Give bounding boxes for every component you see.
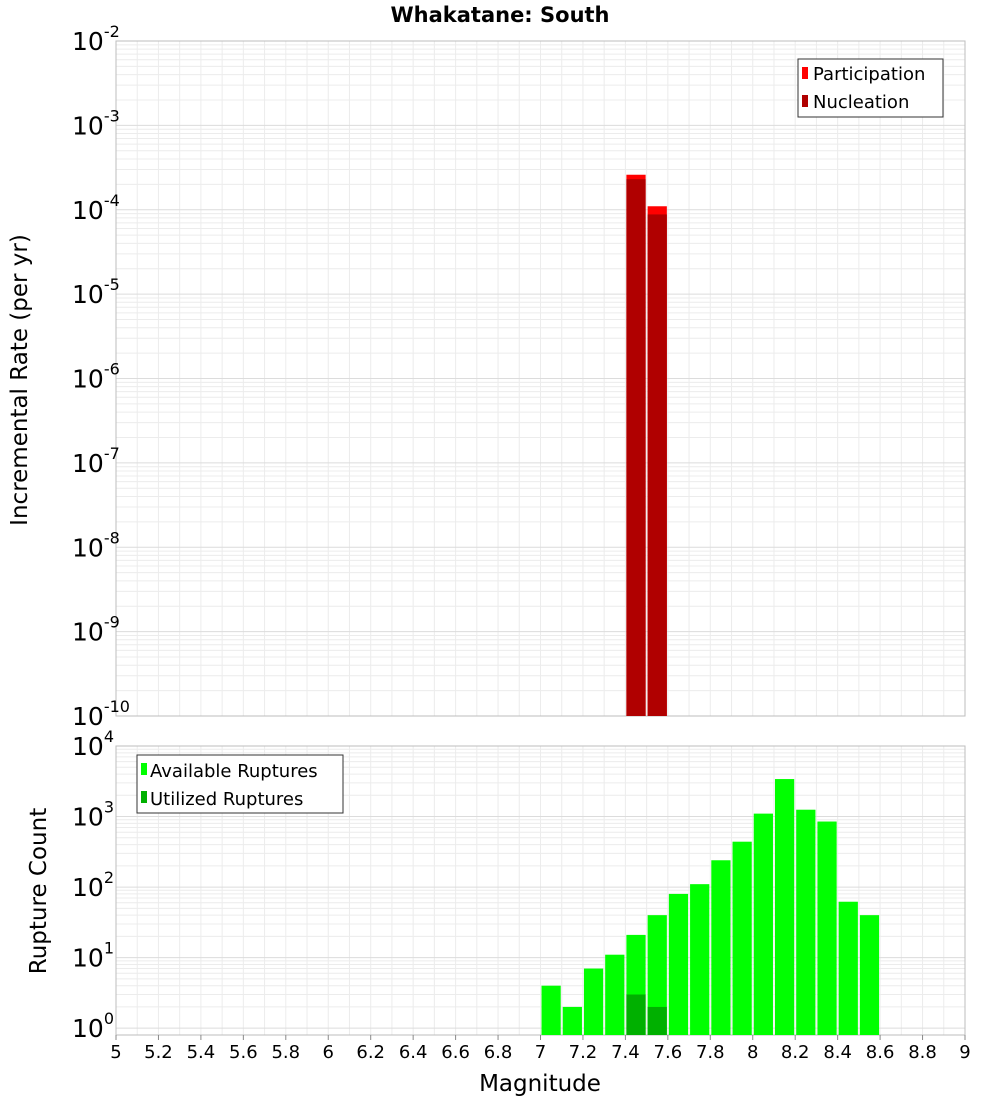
- legend-swatch-available: [141, 763, 147, 775]
- top-y-axis-label: Incremental Rate (per yr): [7, 234, 33, 526]
- x-tick-label: 5.8: [271, 1042, 300, 1063]
- bottom-y-axis-label: Rupture Count: [26, 808, 52, 974]
- x-tick-label: 6.8: [484, 1042, 513, 1063]
- bottom-legend: Available Ruptures Utilized Ruptures: [136, 754, 344, 814]
- top-plot-bars: [626, 174, 667, 717]
- x-tick-label: 6.4: [399, 1042, 428, 1063]
- y-tick-label: 104: [72, 727, 114, 761]
- x-tick-label: 5: [110, 1042, 121, 1063]
- top-y-tick-labels: 10-10 10-9 10-8 10-7 10-6 10-5 10-4 10-3 10-2: [72, 22, 130, 731]
- legend-label-participation: Participation: [813, 64, 925, 85]
- bar-available-ruptures: [859, 915, 880, 1035]
- legend-label-nucleation: Nucleation: [813, 92, 909, 113]
- bar-available-ruptures: [796, 809, 816, 1035]
- x-tick-labels: 5 5.2 5.4 5.6 5.8 6 6.2 6.4 6.6 6.8 7 7.2 7.4 7.6 7.8 8…: [110, 1035, 971, 1063]
- bar-available-ruptures: [690, 884, 710, 1035]
- x-tick-label: 8.2: [781, 1042, 810, 1063]
- x-tick-label: 7: [535, 1042, 546, 1063]
- x-tick-label: 7.2: [569, 1042, 598, 1063]
- y-tick-label: 10-10: [72, 697, 130, 731]
- x-tick-label: 8: [747, 1042, 758, 1063]
- y-tick-label: 10-6: [72, 360, 120, 394]
- bar-available-ruptures: [668, 893, 689, 1035]
- y-tick-label: 101: [72, 939, 114, 973]
- x-tick-label: 6: [323, 1042, 334, 1063]
- bar-available-ruptures: [541, 985, 561, 1035]
- legend-label-available: Available Ruptures: [150, 761, 318, 782]
- x-tick-label: 8.6: [866, 1042, 895, 1063]
- x-tick-label: 6.6: [441, 1042, 470, 1063]
- x-tick-label: 6.2: [356, 1042, 385, 1063]
- y-tick-label: 100: [72, 1009, 114, 1043]
- top-plot-frame: [115, 40, 966, 717]
- bar-available-ruptures: [583, 968, 604, 1035]
- y-tick-label: 102: [72, 868, 114, 902]
- bottom-legend-box: [136, 754, 344, 814]
- bar-available-ruptures: [711, 860, 731, 1035]
- x-tick-label: 8.8: [908, 1042, 937, 1063]
- y-tick-label: 10-4: [72, 191, 120, 225]
- y-tick-label: 10-9: [72, 613, 120, 647]
- bar-available-ruptures: [562, 1006, 582, 1035]
- x-tick-label: 5.6: [229, 1042, 258, 1063]
- bar-available-ruptures: [817, 821, 837, 1035]
- bar-nucleation: [626, 179, 646, 716]
- x-tick-label: 9: [959, 1042, 970, 1063]
- y-tick-label: 103: [72, 798, 114, 832]
- legend-swatch-nucleation: [802, 95, 808, 107]
- bar-available-ruptures: [605, 954, 625, 1035]
- bar-available-ruptures: [838, 901, 858, 1035]
- top-legend-box: [797, 58, 944, 118]
- x-tick-label: 7.8: [696, 1042, 725, 1063]
- bar-available-ruptures: [732, 841, 752, 1035]
- y-tick-label: 10-8: [72, 528, 120, 562]
- bar-available-ruptures: [647, 915, 667, 1035]
- x-tick-label: 7.6: [654, 1042, 683, 1063]
- bar-available-ruptures: [774, 779, 795, 1035]
- chart-title: Whakatane: South: [390, 3, 609, 27]
- x-tick-label: 8.4: [823, 1042, 852, 1063]
- y-tick-label: 10-3: [72, 106, 120, 140]
- bar-available-ruptures: [753, 813, 773, 1035]
- bar-utilized-ruptures: [626, 994, 646, 1035]
- y-tick-label: 10-5: [72, 275, 120, 309]
- bar-nucleation: [647, 214, 667, 717]
- top-plot-grid: [115, 41, 966, 717]
- y-tick-label: 10-2: [72, 22, 120, 56]
- top-legend: Participation Nucleation: [797, 58, 944, 118]
- bottom-plot-bars: [541, 779, 880, 1035]
- x-axis-label: Magnitude: [479, 1071, 601, 1097]
- x-tick-label: 5.2: [144, 1042, 173, 1063]
- bar-utilized-ruptures: [647, 1006, 667, 1035]
- bottom-y-tick-labels: 100 101 102 103 104: [72, 727, 114, 1043]
- x-tick-label: 7.4: [611, 1042, 640, 1063]
- legend-label-utilized: Utilized Ruptures: [150, 789, 303, 810]
- legend-swatch-participation: [802, 67, 808, 79]
- y-tick-label: 10-7: [72, 444, 120, 478]
- legend-swatch-utilized: [141, 791, 147, 803]
- x-tick-label: 5.4: [187, 1042, 216, 1063]
